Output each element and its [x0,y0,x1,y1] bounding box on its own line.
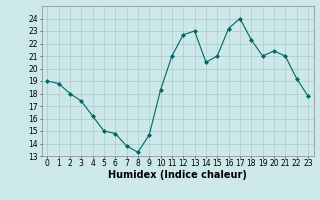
X-axis label: Humidex (Indice chaleur): Humidex (Indice chaleur) [108,170,247,180]
